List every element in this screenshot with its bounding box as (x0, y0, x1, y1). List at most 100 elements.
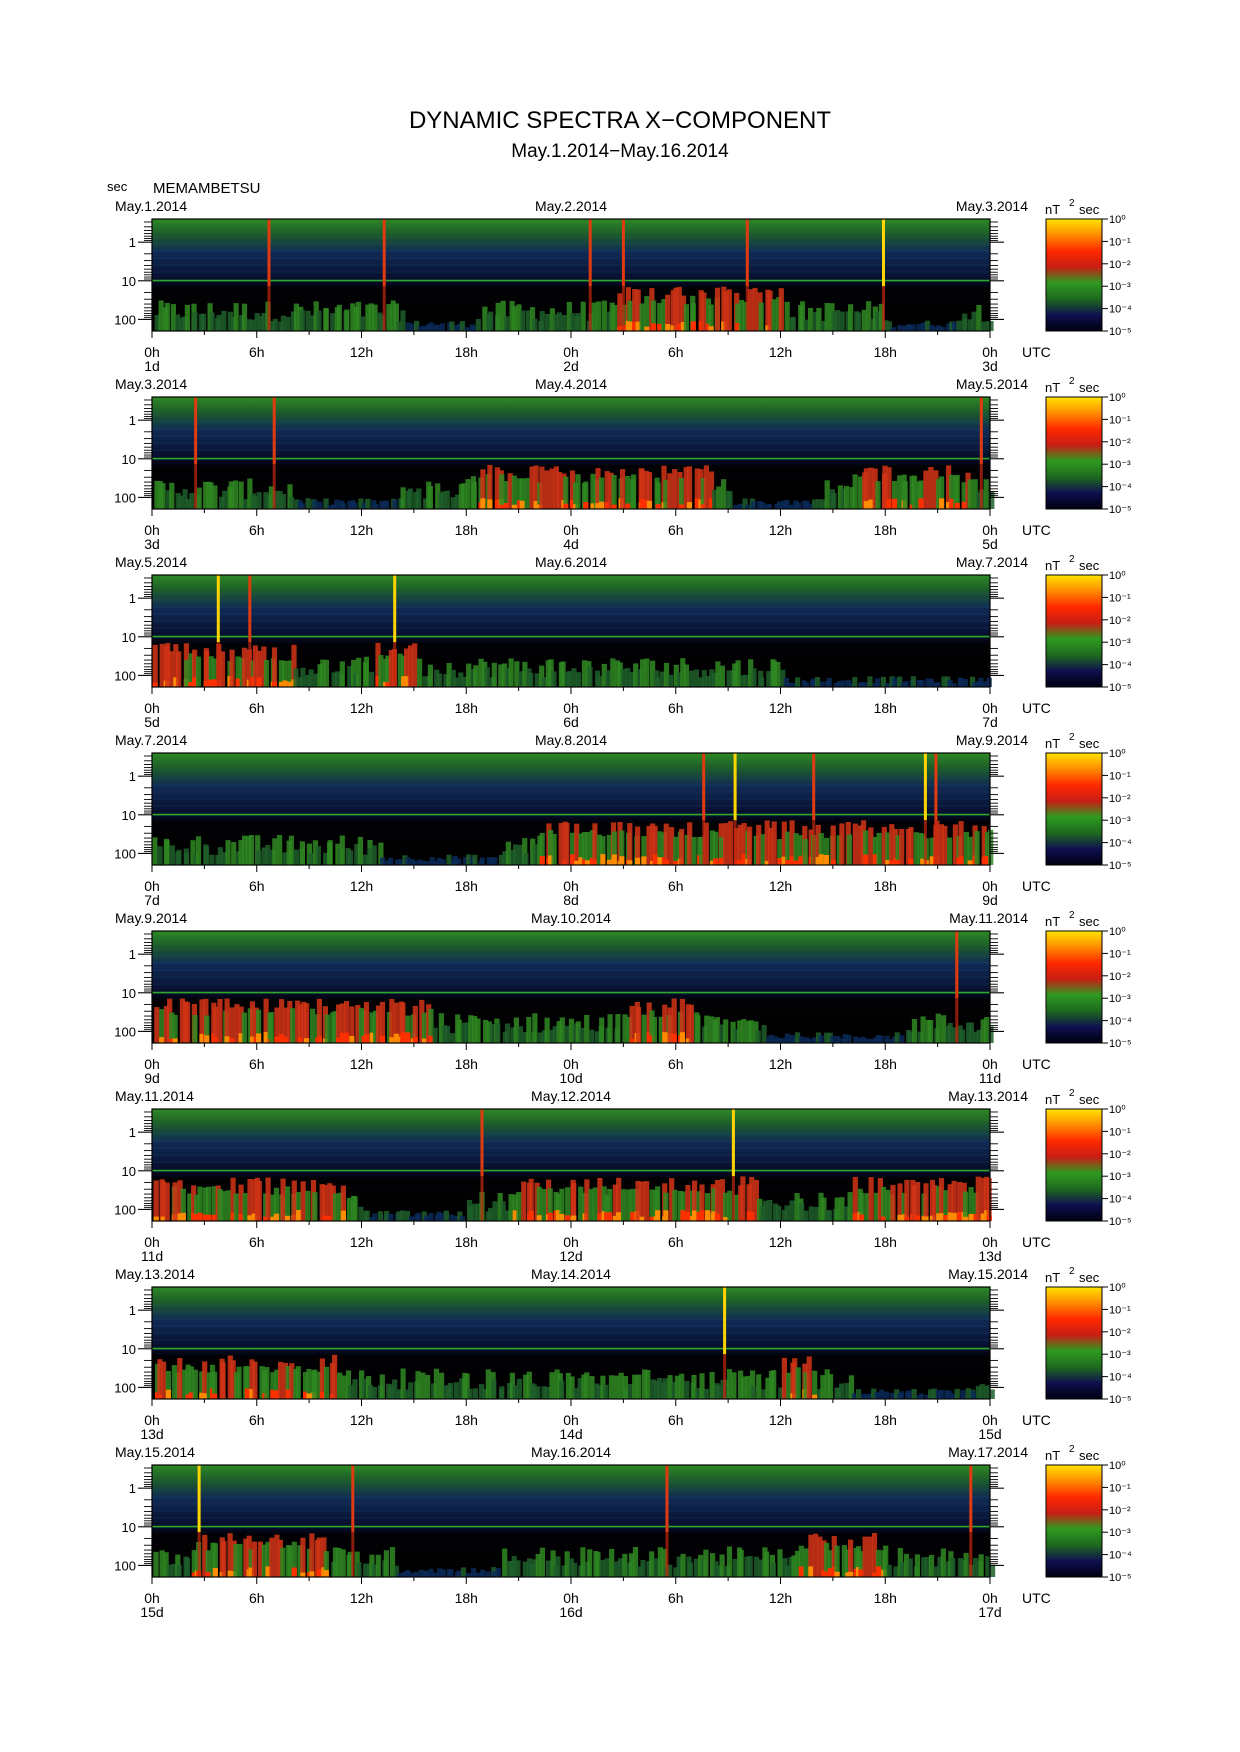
spectra-panel: May.11.2014 May.12.2014 May.13.2014 1 10 100 0… (114, 1088, 1132, 1264)
colorbar-unit-suffix: sec (1079, 202, 1100, 217)
x-tick-label: 12h (769, 1056, 792, 1072)
date-label-mid: May.16.2014 (531, 1444, 611, 1460)
x-tick-label: 6h (249, 1412, 265, 1428)
colorbar-tick-label: 10⁻³ (1109, 459, 1131, 471)
colorbar-tick-label: 10⁻⁴ (1109, 482, 1132, 494)
day-tick-label: 15d (140, 1604, 163, 1620)
colorbar-tick-label: 10⁻⁵ (1109, 860, 1132, 872)
x-tick-label: 0h (982, 878, 998, 894)
colorbar-unit-suffix: sec (1079, 1092, 1100, 1107)
date-label-mid: May.6.2014 (535, 554, 607, 570)
colorbar: nT 2 sec 10⁰ 10⁻¹ 10⁻² 10⁻³ 10⁻⁴ 10⁻⁵ (1045, 910, 1132, 1050)
colorbar-unit: nT (1045, 1448, 1060, 1463)
x-tick-label: 0h (982, 1234, 998, 1250)
colorbar-tick-label: 10⁻⁵ (1109, 1038, 1132, 1050)
colorbar-tick-label: 10⁻¹ (1109, 1126, 1131, 1138)
date-label-left: May.11.2014 (115, 1088, 194, 1104)
date-label-right: May.7.2014 (956, 554, 1028, 570)
x-tick-label: 12h (769, 700, 792, 716)
colorbar-unit-sup: 2 (1069, 1266, 1075, 1277)
colorbar-gradient (1045, 1108, 1103, 1222)
y-tick-label: 1 (129, 235, 136, 250)
x-tick-label: 12h (769, 1412, 792, 1428)
date-label-right: May.13.2014 (948, 1088, 1028, 1104)
colorbar-tick-label: 10⁰ (1109, 392, 1126, 404)
date-label-left: May.15.2014 (115, 1444, 195, 1460)
colorbar-tick-label: 10⁻⁴ (1109, 838, 1132, 850)
colorbar-gradient (1045, 574, 1103, 688)
day-tick-label: 7d (982, 714, 998, 730)
colorbar-unit-sup: 2 (1069, 1444, 1075, 1455)
x-tick-label: 0h (982, 1412, 998, 1428)
day-tick-label: 3d (982, 358, 998, 374)
date-label-left: May.1.2014 (115, 198, 187, 214)
date-label-left: May.13.2014 (115, 1266, 195, 1282)
colorbar-unit-sup: 2 (1069, 554, 1075, 565)
x-tick-label: 18h (455, 522, 478, 538)
figure-subtitle: May.1.2014−May.16.2014 (511, 141, 729, 162)
y-axis: 1 10 100 (114, 221, 1004, 327)
spectral-spike (702, 753, 706, 821)
date-label-right: May.11.2014 (949, 910, 1028, 926)
day-tick-label: 13d (140, 1426, 163, 1442)
colorbar-tick-label: 10⁻³ (1109, 815, 1131, 827)
x-tick-label: 18h (455, 1234, 478, 1250)
y-axis: 1 10 100 (114, 755, 1004, 861)
spectrogram-texture (152, 1126, 992, 1221)
spectra-panel: May.1.2014 May.2.2014 May.3.2014 1 10 100 0h 6h… (114, 198, 1132, 374)
x-tick-label: 18h (874, 1234, 897, 1250)
spectral-spike (621, 219, 625, 287)
colorbar-tick-label: 10⁻² (1109, 1327, 1131, 1339)
date-label-left: May.5.2014 (115, 554, 187, 570)
x-tick-label: 18h (455, 1056, 478, 1072)
colorbar-tick-label: 10⁻⁵ (1109, 1216, 1132, 1228)
colorbar-gradient (1045, 930, 1103, 1044)
day-tick-label: 5d (144, 714, 160, 730)
colorbar-tick-label: 10⁻³ (1109, 281, 1131, 293)
x-tick-label: 12h (769, 522, 792, 538)
date-label-right: May.5.2014 (956, 376, 1028, 392)
colorbar-tick-label: 10⁻² (1109, 259, 1131, 271)
x-tick-label: 12h (350, 878, 373, 894)
y-axis: 1 10 100 (114, 933, 1004, 1039)
x-tick-label: 18h (874, 1056, 897, 1072)
y-tick-label: 10 (122, 986, 136, 1001)
colorbar-tick-label: 10⁻³ (1109, 1171, 1131, 1183)
date-label-left: May.3.2014 (115, 376, 187, 392)
day-tick-label: 11d (979, 1070, 1001, 1086)
spectral-spike (745, 219, 749, 287)
y-tick-label: 100 (114, 1202, 136, 1217)
x-tick-label: 6h (249, 1056, 265, 1072)
x-tick-label: 0h (563, 1234, 579, 1250)
spectral-spike (588, 219, 592, 287)
station-name: MEMAMBETSU (153, 180, 261, 197)
x-tick-label: 18h (455, 878, 478, 894)
date-label-mid: May.12.2014 (531, 1088, 611, 1104)
colorbar-tick-label: 10⁻⁴ (1109, 1372, 1132, 1384)
y-tick-label: 10 (122, 1164, 136, 1179)
spectrogram-texture (152, 592, 992, 687)
x-tick-label: 0h (144, 344, 160, 360)
x-tick-label: 12h (769, 344, 792, 360)
colorbar-unit: nT (1045, 1270, 1060, 1285)
x-tick-label: 6h (668, 1056, 684, 1072)
x-tick-label: 18h (874, 1412, 897, 1428)
colorbar-unit-sup: 2 (1069, 198, 1075, 209)
date-label-left: May.9.2014 (115, 910, 187, 926)
date-label-right: May.17.2014 (948, 1444, 1028, 1460)
colorbar-unit-sup: 2 (1069, 910, 1075, 921)
y-tick-label: 100 (114, 1380, 136, 1395)
colorbar-unit: nT (1045, 1092, 1060, 1107)
x-tick-label: 0h (144, 878, 160, 894)
y-axis: 1 10 100 (114, 577, 1004, 683)
day-tick-label: 4d (563, 536, 579, 552)
x-tick-label: 18h (874, 878, 897, 894)
x-tick-label: 0h (563, 1056, 579, 1072)
colorbar-unit-suffix: sec (1079, 380, 1100, 395)
x-tick-label: 0h (563, 522, 579, 538)
spectrogram-background (152, 575, 990, 687)
day-tick-label: 17d (978, 1604, 1001, 1620)
x-tick-label: 12h (350, 1412, 373, 1428)
colorbar: nT 2 sec 10⁰ 10⁻¹ 10⁻² 10⁻³ 10⁻⁴ 10⁻⁵ (1045, 732, 1132, 872)
